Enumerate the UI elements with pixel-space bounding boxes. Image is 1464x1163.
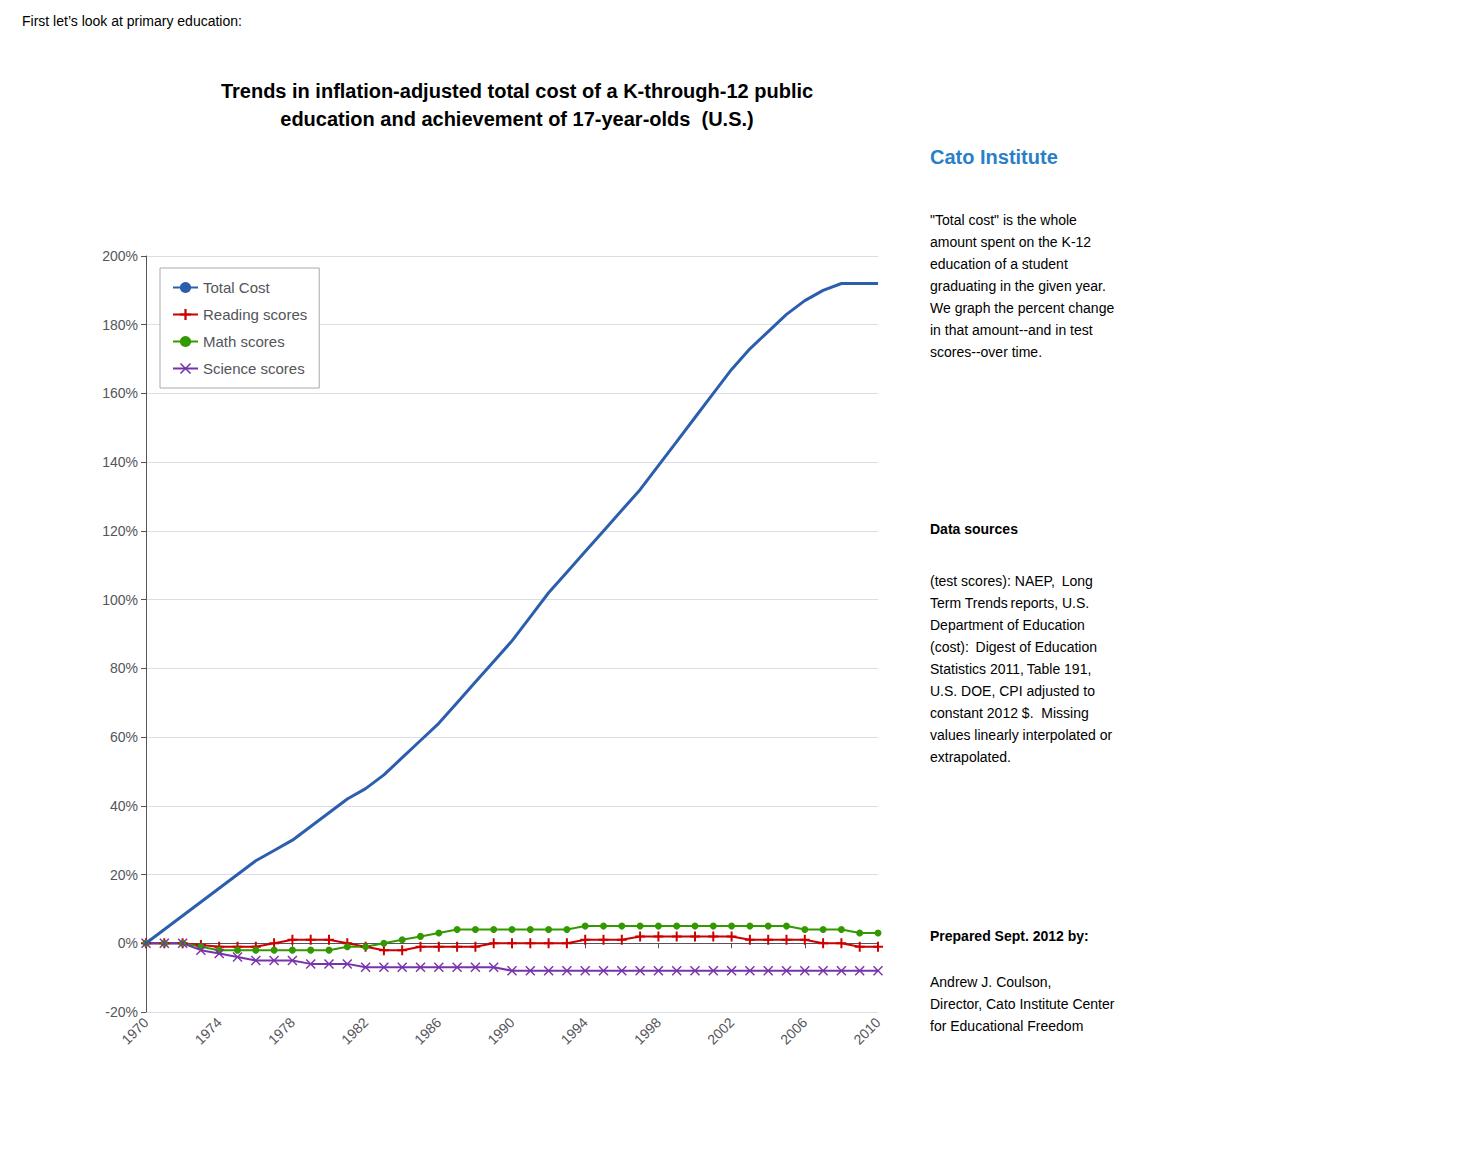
svg-text:"Total cost" is the whole: "Total cost" is the whole — [930, 212, 1077, 228]
svg-text:Data sources: Data sources — [930, 521, 1018, 537]
svg-text:Department of Education: Department of Education — [930, 617, 1085, 633]
svg-text:education of a student: education of a student — [930, 256, 1068, 272]
svg-text:U.S. DOE, CPI adjusted to: U.S. DOE, CPI adjusted to — [930, 683, 1095, 699]
svg-text:0%: 0% — [118, 935, 138, 951]
svg-text:for Educational Freedom: for Educational Freedom — [930, 1018, 1083, 1034]
svg-text:1978: 1978 — [265, 1014, 298, 1047]
svg-text:180%: 180% — [102, 317, 138, 333]
svg-text:(test scores): NAEP, Long: (test scores): NAEP, Long — [930, 573, 1093, 589]
svg-text:120%: 120% — [102, 523, 138, 539]
svg-text:1974: 1974 — [192, 1014, 225, 1047]
svg-text:1994: 1994 — [558, 1014, 591, 1047]
svg-text:Director, Cato Institute Cente: Director, Cato Institute Center — [930, 996, 1115, 1012]
svg-text:Term Trends reports, U.S.: Term Trends reports, U.S. — [930, 595, 1089, 611]
svg-text:20%: 20% — [110, 867, 138, 883]
svg-text:60%: 60% — [110, 729, 138, 745]
svg-text:extrapolated.: extrapolated. — [930, 749, 1011, 765]
svg-text:Science scores: Science scores — [203, 360, 305, 377]
svg-text:scores--over time.: scores--over time. — [930, 344, 1042, 360]
svg-text:We graph the percent change: We graph the percent change — [930, 300, 1114, 316]
svg-text:Statistics 2011, Table 191,: Statistics 2011, Table 191, — [930, 661, 1091, 677]
svg-text:Reading scores: Reading scores — [203, 306, 307, 323]
svg-text:in that amount--and in test: in that amount--and in test — [930, 322, 1093, 338]
svg-text:140%: 140% — [102, 454, 138, 470]
svg-text:100%: 100% — [102, 592, 138, 608]
svg-text:Trends in inflation-adjusted t: Trends in inflation-adjusted total cost … — [221, 80, 813, 102]
svg-text:40%: 40% — [110, 798, 138, 814]
svg-text:Cato Institute: Cato Institute — [930, 146, 1058, 168]
svg-text:constant 2012 $. Missing: constant 2012 $. Missing — [930, 705, 1089, 721]
svg-text:1986: 1986 — [411, 1014, 444, 1047]
svg-text:200%: 200% — [102, 248, 138, 264]
svg-text:education and achievement of 1: education and achievement of 17-year-old… — [280, 108, 753, 130]
svg-text:graduating in the given year.: graduating in the given year. — [930, 278, 1106, 294]
svg-text:1970: 1970 — [118, 1014, 151, 1047]
svg-text:2010: 2010 — [850, 1014, 883, 1047]
svg-text:2006: 2006 — [777, 1014, 810, 1047]
svg-text:80%: 80% — [110, 660, 138, 676]
svg-text:Prepared Sept. 2012 by:: Prepared Sept. 2012 by: — [930, 928, 1089, 944]
svg-text:160%: 160% — [102, 385, 138, 401]
svg-text:Math scores: Math scores — [203, 333, 285, 350]
svg-text:(cost): Digest of Education: (cost): Digest of Education — [930, 639, 1097, 655]
svg-text:amount spent on the K-12: amount spent on the K-12 — [930, 234, 1091, 250]
svg-text:2002: 2002 — [704, 1014, 737, 1047]
svg-text:-20%: -20% — [105, 1004, 138, 1020]
svg-text:First let’s look at primary ed: First let’s look at primary education: — [22, 13, 242, 29]
svg-text:Andrew J. Coulson,: Andrew J. Coulson, — [930, 974, 1051, 990]
svg-text:1990: 1990 — [484, 1014, 517, 1047]
svg-text:Total Cost: Total Cost — [203, 279, 271, 296]
svg-text:1998: 1998 — [631, 1014, 664, 1047]
svg-text:1982: 1982 — [338, 1014, 371, 1047]
svg-text:values linearly interpolated o: values linearly interpolated or — [930, 727, 1112, 743]
